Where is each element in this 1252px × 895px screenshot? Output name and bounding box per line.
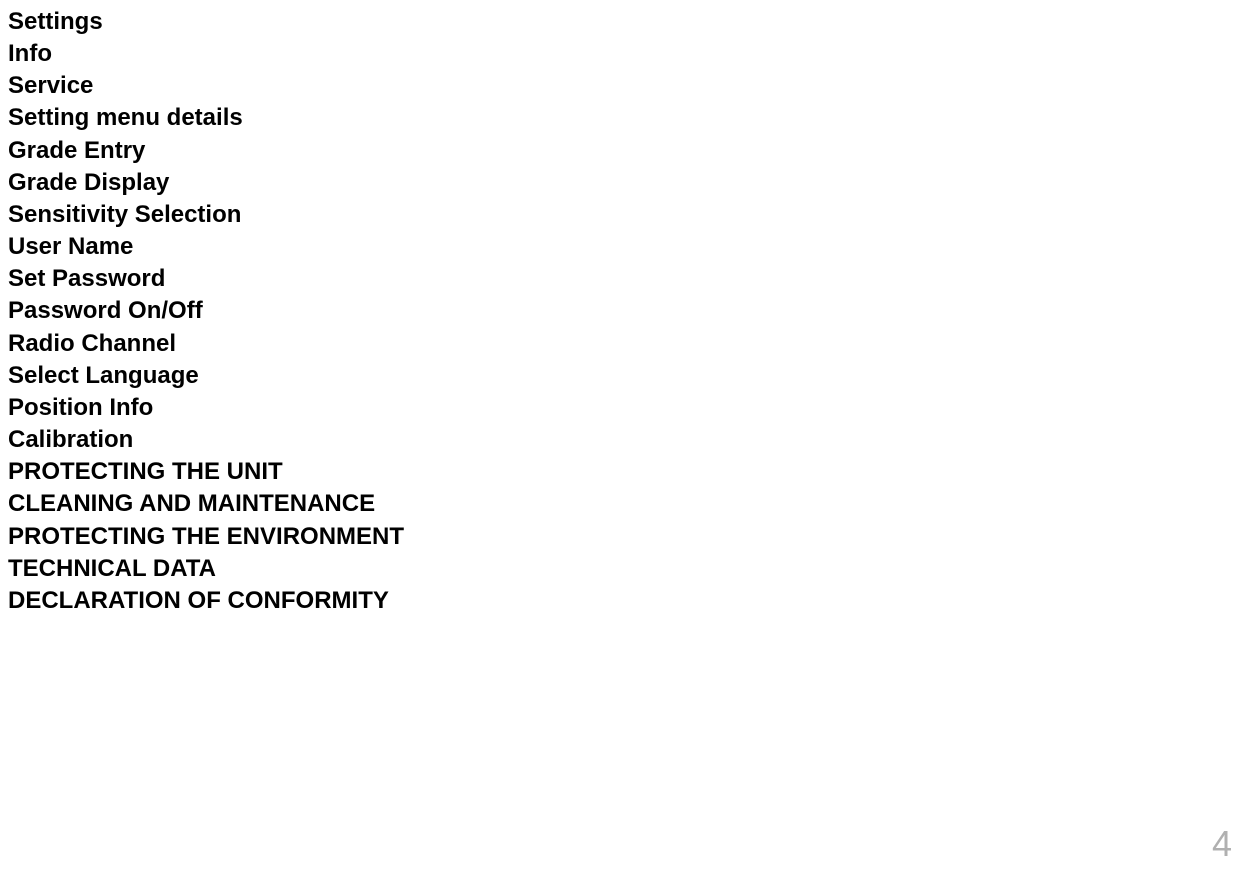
toc-item: Service bbox=[8, 70, 1244, 102]
toc-item: Password On/Off bbox=[8, 295, 1244, 327]
toc-item: User Name bbox=[8, 231, 1244, 263]
toc-item: PROTECTING THE ENVIRONMENT bbox=[8, 521, 1244, 553]
toc-item: Select Language bbox=[8, 360, 1244, 392]
toc-item: CLEANING AND MAINTENANCE bbox=[8, 488, 1244, 520]
toc-item: Grade Display bbox=[8, 167, 1244, 199]
page-number: 4 bbox=[1212, 823, 1232, 865]
toc-item: Setting menu details bbox=[8, 102, 1244, 134]
toc-item: Calibration bbox=[8, 424, 1244, 456]
toc-item: Position Info bbox=[8, 392, 1244, 424]
toc-item: Settings bbox=[8, 6, 1244, 38]
toc-item: Grade Entry bbox=[8, 135, 1244, 167]
toc-item: Info bbox=[8, 38, 1244, 70]
toc-item: DECLARATION OF CONFORMITY bbox=[8, 585, 1244, 617]
toc-item: Sensitivity Selection bbox=[8, 199, 1244, 231]
toc-item: TECHNICAL DATA bbox=[8, 553, 1244, 585]
toc-item: Radio Channel bbox=[8, 328, 1244, 360]
toc-item: PROTECTING THE UNIT bbox=[8, 456, 1244, 488]
toc-content: Settings Info Service Setting menu detai… bbox=[0, 0, 1252, 623]
toc-item: Set Password bbox=[8, 263, 1244, 295]
